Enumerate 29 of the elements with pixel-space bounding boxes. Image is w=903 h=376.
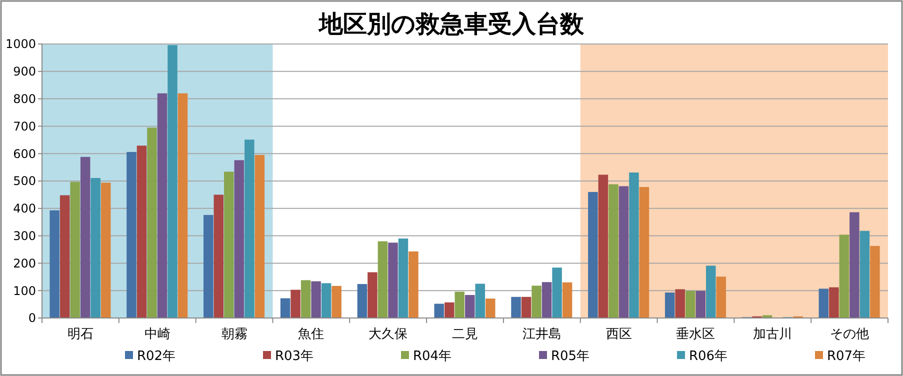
y-tick-label: 1000: [5, 37, 36, 52]
legend-label: R02年: [137, 349, 176, 364]
y-tick-label: 300: [13, 229, 36, 243]
x-tick-label: 朝霧: [221, 327, 248, 342]
x-tick-label: 魚住: [298, 327, 324, 342]
x-tick-label: 大久保: [368, 327, 408, 342]
x-tick-label: 中崎: [144, 327, 170, 342]
x-tick-label: その他: [830, 327, 870, 342]
y-tick-label: 600: [13, 146, 36, 161]
legend-label: R04年: [413, 349, 452, 364]
x-tick-label: 明石: [67, 327, 94, 342]
x-tick-label: 加古川: [753, 327, 792, 342]
x-tick-label: 西区: [606, 327, 632, 342]
legend-label: R03年: [275, 349, 314, 364]
legend-label: R05年: [551, 349, 590, 364]
y-tick-label: 400: [13, 202, 36, 216]
y-tick-label: 0: [28, 311, 36, 326]
x-tick-label: 二見: [452, 327, 478, 342]
legend-label: R07年: [827, 349, 866, 364]
legend-label: R06年: [689, 349, 728, 364]
y-tick-label: 900: [13, 64, 36, 79]
x-tick-label: 江井島: [522, 327, 562, 342]
chart-title: 地区別の救急車受入台数: [318, 10, 585, 38]
x-tick-label: 垂水区: [676, 327, 716, 342]
y-tick-label: 100: [13, 284, 36, 298]
y-tick-label: 500: [13, 174, 36, 188]
y-tick-label: 800: [13, 92, 36, 106]
y-tick-label: 200: [13, 256, 36, 270]
y-tick-label: 700: [13, 119, 36, 134]
